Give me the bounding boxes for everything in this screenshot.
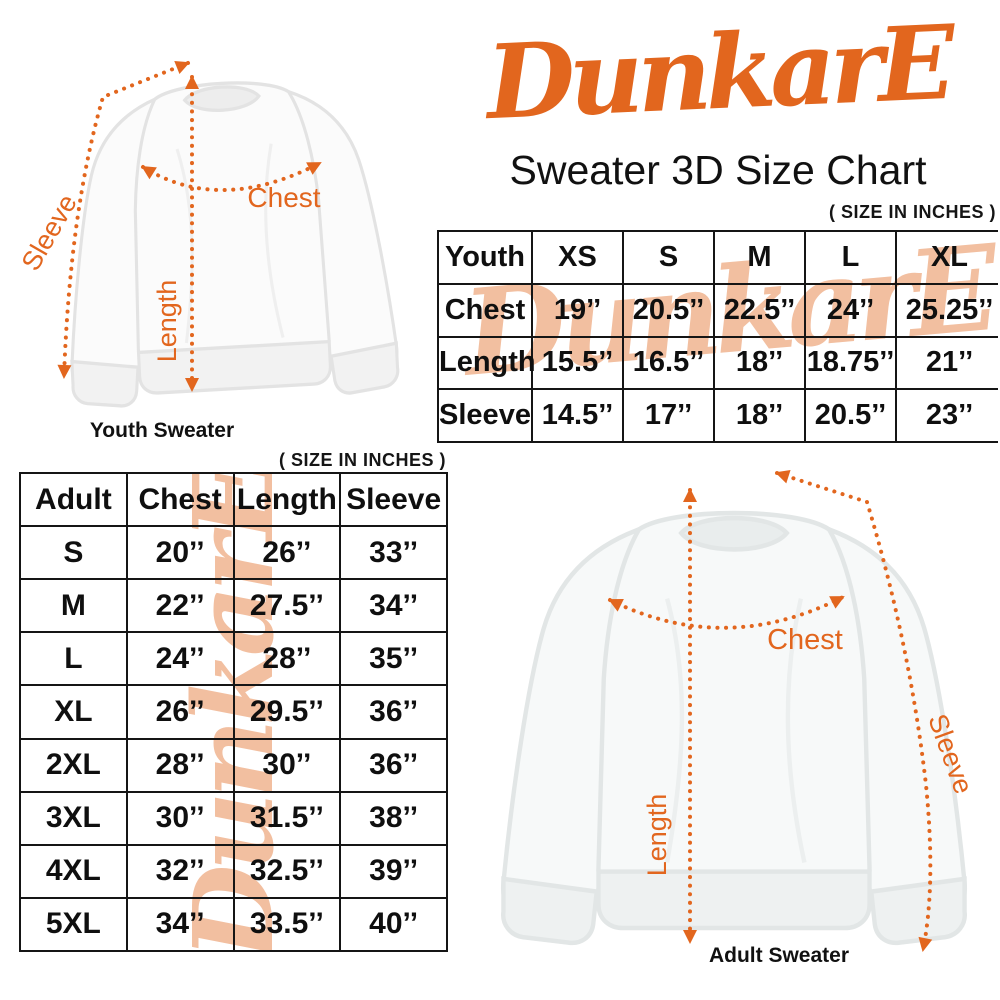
row-label: 4XL [19, 843, 128, 899]
adult-diagram-caption: Adult Sweater [709, 944, 849, 967]
row-label: L [19, 631, 128, 687]
size-value: 31.5’’ [232, 790, 342, 846]
size-value: 26’’ [125, 684, 235, 740]
header-row: Youth XS S M L XL [437, 230, 998, 285]
youth-chest-measure-arrow [141, 161, 322, 192]
size-value: 36’’ [339, 737, 448, 793]
table-row: 3XL 30’’ 31.5’’ 38’’ [19, 790, 448, 846]
size-value: 30’’ [232, 737, 342, 793]
column-header: Chest [125, 472, 235, 528]
row-label: 5XL [19, 896, 128, 952]
size-value: 39’’ [339, 843, 448, 899]
column-header: L [804, 230, 897, 285]
row-label: M [19, 578, 128, 634]
youth-length-label: Length [152, 280, 182, 363]
size-value: 15.5’’ [531, 335, 624, 391]
table-row: XL 26’’ 29.5’’ 36’’ [19, 684, 448, 740]
column-header: M [713, 230, 806, 285]
size-value: 16.5’’ [622, 335, 715, 391]
size-value: 36’’ [339, 684, 448, 740]
size-value: 35’’ [339, 631, 448, 687]
column-header: Sleeve [339, 472, 448, 528]
adult-sweater-diagram: Sleeve Length Chest Adult Sweater [460, 470, 979, 967]
size-value: 20.5’’ [804, 388, 897, 443]
size-value: 32’’ [125, 843, 235, 899]
adult-chest-measure-arrow [608, 595, 845, 630]
size-value: 18.75’’ [804, 335, 897, 391]
adult-sleeve-measure-arrow [775, 470, 933, 952]
size-value: 33’’ [339, 525, 448, 581]
youth-sweater-illustration [56, 72, 401, 411]
size-value: 33.5’’ [232, 896, 342, 952]
size-value: 18’’ [713, 388, 806, 443]
youth-sweater-diagram: Sleeve Length Chest Youth Sweater [16, 60, 401, 442]
table-row: 5XL 34’’ 33.5’’ 40’’ [19, 896, 448, 952]
table-row: L 24’’ 28’’ 35’’ [19, 631, 448, 687]
size-unit-note-adult: ( SIZE IN INCHES ) [278, 450, 446, 470]
size-value: 23’’ [895, 388, 998, 443]
size-value: 19’’ [531, 282, 624, 338]
row-label: 2XL [19, 737, 128, 793]
row-label: Chest [437, 282, 533, 338]
adult-sweater-illustration [503, 513, 965, 943]
size-value: 29.5’’ [232, 684, 342, 740]
size-value: 22.5’’ [713, 282, 806, 338]
table-row: 2XL 28’’ 30’’ 36’’ [19, 737, 448, 793]
column-header: XS [531, 230, 624, 285]
column-header: Length [232, 472, 342, 528]
size-value: 28’’ [232, 631, 342, 687]
adult-table-area: DunkarE Adult Chest Length Sleeve S 20’’ 26’’ 3… [19, 472, 448, 952]
table-row: M 22’’ 27.5’’ 34’’ [19, 578, 448, 634]
column-header: Adult [19, 472, 128, 528]
column-header: XL [895, 230, 998, 285]
size-value: 32.5’’ [232, 843, 342, 899]
size-value: 38’’ [339, 790, 448, 846]
row-label: Length [437, 335, 536, 391]
size-unit-note-youth: ( SIZE IN INCHES ) [828, 202, 996, 222]
row-label: XL [19, 684, 128, 740]
size-value: 25.25’’ [895, 282, 998, 338]
adult-size-table: Adult Chest Length Sleeve S 20’’ 26’’ 33’’ M 22’’… [19, 472, 448, 952]
table-row: S 20’’ 26’’ 33’’ [19, 525, 448, 581]
row-label: Sleeve [437, 388, 533, 443]
page-title: Sweater 3D Size Chart [509, 147, 927, 193]
size-value: 24’’ [804, 282, 897, 338]
adult-chest-label: Chest [767, 624, 843, 656]
size-value: 22’’ [125, 578, 235, 634]
size-value: 40’’ [339, 896, 448, 952]
adult-length-label: Length [642, 794, 672, 877]
size-value: 20’’ [125, 525, 235, 581]
row-label: S [19, 525, 128, 581]
brand-logo: DunkarE [484, 2, 952, 144]
youth-diagram-caption: Youth Sweater [90, 419, 234, 442]
size-value: 34’’ [125, 896, 235, 952]
youth-sleeve-measure-arrow [57, 60, 190, 379]
table-row: Length 15.5’’ 16.5’’ 18’’ 18.75’’ 21’’ [437, 335, 998, 391]
size-value: 18’’ [713, 335, 806, 391]
size-value: 30’’ [125, 790, 235, 846]
table-row: 4XL 32’’ 32.5’’ 39’’ [19, 843, 448, 899]
size-value: 17’’ [622, 388, 715, 443]
table-row: Sleeve 14.5’’ 17’’ 18’’ 20.5’’ 23’’ [437, 388, 998, 443]
size-value: 21’’ [895, 335, 998, 391]
table-row: Chest 19’’ 20.5’’ 22.5’’ 24’’ 25.25’’ [437, 282, 998, 338]
youth-sleeve-label: Sleeve [16, 189, 83, 276]
column-header: S [622, 230, 715, 285]
size-value: 14.5’’ [531, 388, 624, 443]
size-value: 26’’ [232, 525, 342, 581]
row-label: 3XL [19, 790, 128, 846]
size-value: 28’’ [125, 737, 235, 793]
size-value: 24’’ [125, 631, 235, 687]
header-row: Adult Chest Length Sleeve [19, 472, 448, 528]
size-value: 20.5’’ [622, 282, 715, 338]
column-header: Youth [437, 230, 533, 285]
size-value: 34’’ [339, 578, 448, 634]
youth-chest-label: Chest [247, 182, 320, 213]
size-value: 27.5’’ [232, 578, 342, 634]
youth-size-table: Youth XS S M L XL Chest 19’’ 20.5’’ 22.5’’ 24’’ 25.… [437, 230, 998, 443]
youth-table-area: DunkarE Youth XS S M L XL Chest 19’’ 20.5’’ 22.5’… [437, 230, 998, 443]
